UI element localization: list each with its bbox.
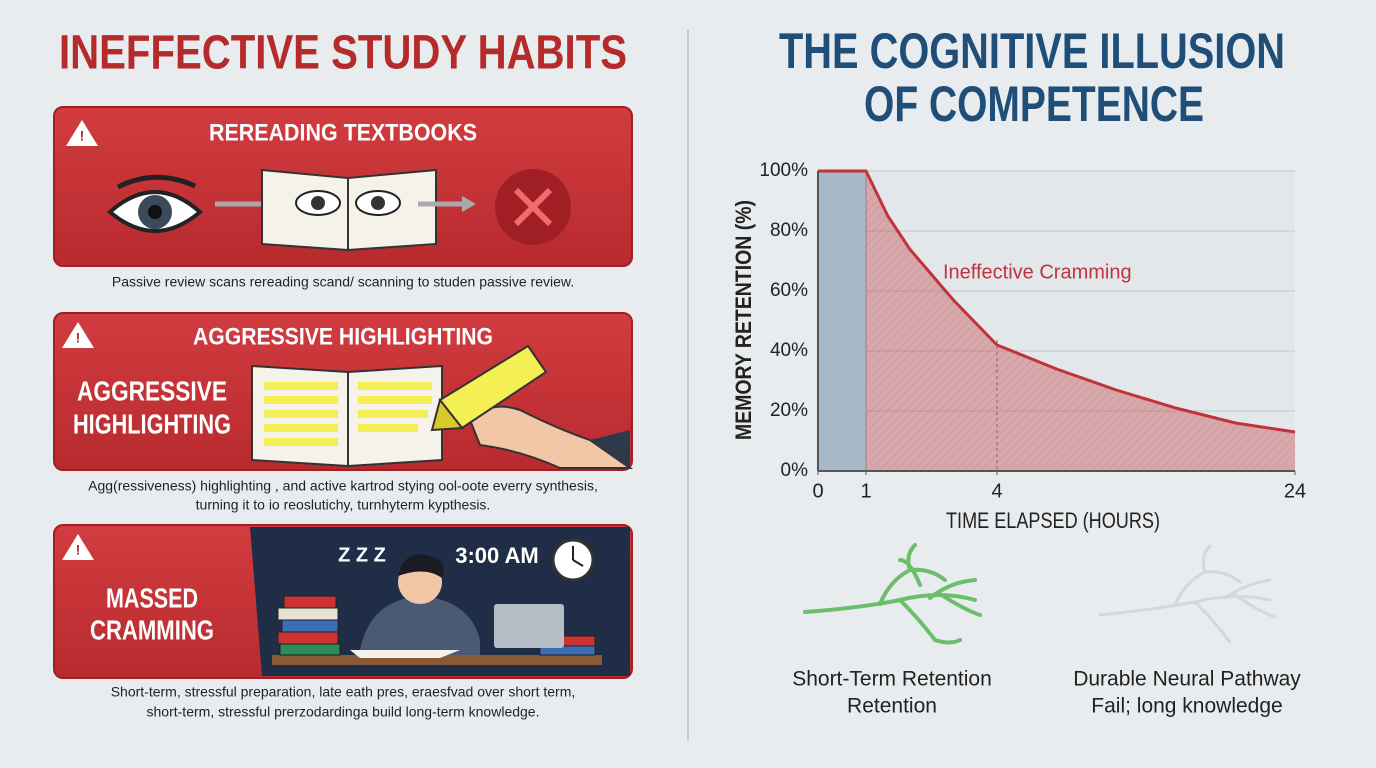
x-tick-label: 24	[1284, 480, 1306, 502]
card-title: REREADING TEXTBOOKS	[209, 119, 477, 146]
x-tick-label: 1	[860, 480, 871, 502]
x-tick-label: 4	[991, 480, 1002, 502]
icon-label: Durable Neural Pathway	[1073, 668, 1301, 691]
card-highlighting: ! AGGRESSIVE HIGHLIGHTING AGGRESSIVE HIG…	[53, 312, 634, 471]
svg-text:!: !	[80, 128, 85, 144]
y-tick-label: 60%	[770, 280, 808, 301]
caption: Passive review scans rereading scand/ sc…	[112, 274, 574, 290]
caption: short-term, stressful prerzodardinga bui…	[147, 704, 540, 720]
side-label: AGGRESSIVE	[77, 375, 227, 406]
x-axis-label: TIME ELAPSED (HOURS)	[946, 508, 1160, 533]
y-tick-label: 0%	[781, 460, 809, 481]
left-title: INEFFECTIVE STUDY HABITS	[59, 27, 627, 80]
chart-title: THE COGNITIVE ILLUSION	[779, 23, 1285, 79]
svg-text:!: !	[76, 542, 81, 558]
chart-title: OF COMPETENCE	[864, 76, 1204, 132]
icon-label: Retention	[847, 695, 937, 718]
area-hatch	[866, 171, 1295, 471]
y-tick-label: 80%	[770, 220, 808, 241]
y-axis-label: MEMORY RETENTION (%)	[731, 200, 756, 440]
side-label: HIGHLIGHTING	[73, 408, 231, 439]
line	[818, 169, 1296, 434]
sleep-z: Z Z Z	[338, 544, 386, 566]
y-tick-label: 40%	[770, 340, 808, 361]
caption: turning it to io reoslutichy, turnhyterm…	[196, 497, 491, 513]
icon-label: Short-Term Retention	[792, 668, 992, 691]
y-tick-label: 100%	[759, 160, 808, 181]
x-tick-label: 0	[812, 480, 823, 502]
neural-icon-grey	[1098, 544, 1277, 644]
caption: Agg(ressiveness) highlighting , and acti…	[88, 478, 598, 494]
y-tick-label: 20%	[770, 400, 808, 421]
card-cramming: ! MASSED CRAMMING Z Z Z 3:00 AM	[53, 524, 633, 679]
short-term-zone	[817, 170, 867, 472]
card-title: AGGRESSIVE HIGHLIGHTING	[193, 323, 493, 350]
svg-text:!: !	[76, 330, 81, 346]
time: 3:00 AM	[455, 543, 539, 568]
side-label: MASSED	[106, 582, 198, 613]
neural-icon-green	[803, 543, 982, 645]
side-label: CRAMMING	[90, 614, 214, 645]
caption: Short-term, stressful preparation, late …	[111, 684, 576, 700]
series-label: Ineffective Cramming	[943, 261, 1132, 283]
card-rereading: ! REREADING TEXTBOOKS	[53, 106, 633, 267]
plot: 0% 20% 40% 60% 80% 100% Ineffective Cramming 0 1…	[759, 160, 1306, 502]
icon-label: Fail; long knowledge	[1091, 695, 1282, 718]
